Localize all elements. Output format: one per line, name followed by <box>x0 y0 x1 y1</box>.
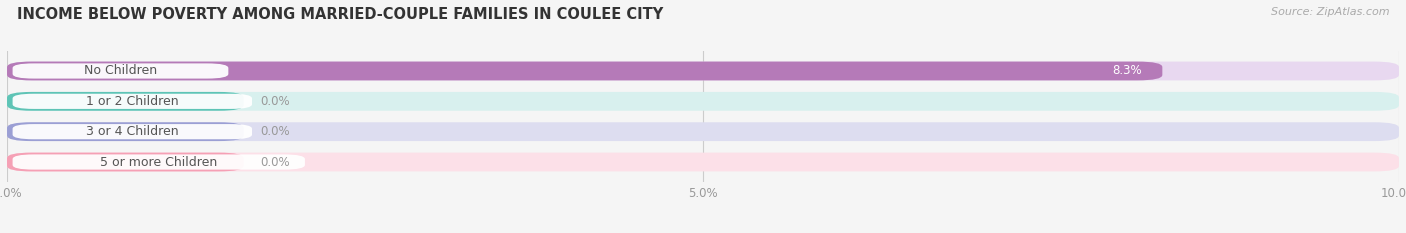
FancyBboxPatch shape <box>7 62 1399 80</box>
FancyBboxPatch shape <box>7 122 243 141</box>
Text: Source: ZipAtlas.com: Source: ZipAtlas.com <box>1271 7 1389 17</box>
Text: 0.0%: 0.0% <box>260 95 290 108</box>
FancyBboxPatch shape <box>13 124 252 139</box>
FancyBboxPatch shape <box>13 154 305 170</box>
Text: 8.3%: 8.3% <box>1112 65 1142 78</box>
FancyBboxPatch shape <box>13 94 252 109</box>
FancyBboxPatch shape <box>7 153 243 171</box>
Text: 0.0%: 0.0% <box>260 155 290 168</box>
Text: 1 or 2 Children: 1 or 2 Children <box>86 95 179 108</box>
Text: No Children: No Children <box>84 65 157 78</box>
FancyBboxPatch shape <box>13 63 228 79</box>
FancyBboxPatch shape <box>7 153 1399 171</box>
FancyBboxPatch shape <box>7 92 243 111</box>
Text: 0.0%: 0.0% <box>260 125 290 138</box>
FancyBboxPatch shape <box>7 122 1399 141</box>
Text: 5 or more Children: 5 or more Children <box>100 155 218 168</box>
FancyBboxPatch shape <box>7 92 1399 111</box>
Text: INCOME BELOW POVERTY AMONG MARRIED-COUPLE FAMILIES IN COULEE CITY: INCOME BELOW POVERTY AMONG MARRIED-COUPL… <box>17 7 664 22</box>
FancyBboxPatch shape <box>7 62 1163 80</box>
Text: 3 or 4 Children: 3 or 4 Children <box>86 125 179 138</box>
